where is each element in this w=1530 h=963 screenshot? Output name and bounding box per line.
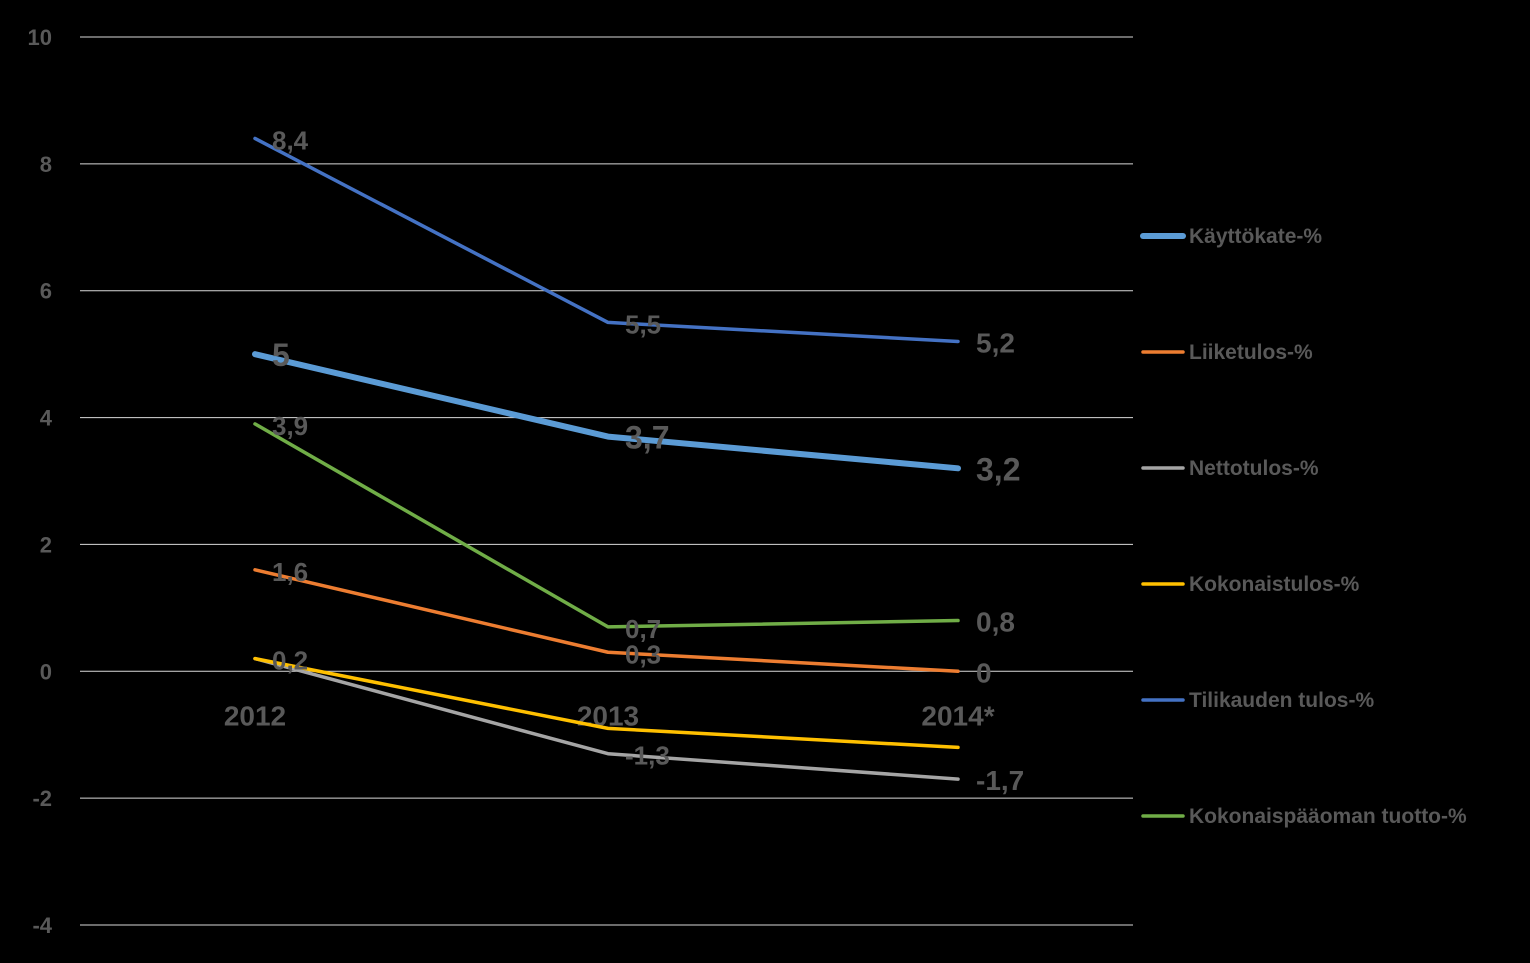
legend-label: Kokonaispääoman tuotto-% (1189, 805, 1467, 828)
data-label: 3,7 (625, 420, 669, 456)
y-tick-label: 6 (40, 279, 52, 304)
data-label: 5,5 (625, 309, 661, 339)
y-tick-label: 8 (40, 152, 52, 177)
y-axis-ticks: 10 8 6 4 2 0 -2 -4 (28, 25, 53, 938)
x-tick-label: 2012 (224, 700, 286, 731)
legend-label: Nettotulos-% (1189, 457, 1319, 480)
data-label: 8,4 (272, 125, 309, 155)
legend-label: Käyttökate-% (1189, 225, 1322, 248)
data-label: 0,7 (625, 614, 661, 644)
legend-label: Kokonaistulos-% (1189, 573, 1360, 596)
data-label: 0,2 (272, 646, 308, 676)
y-tick-label: 0 (40, 659, 52, 684)
legend: Käyttökate-% Liiketulos-% Nettotulos-% Koko… (1140, 225, 1467, 828)
y-tick-label: 4 (40, 406, 53, 431)
data-label: 0 (976, 657, 992, 688)
x-tick-label: 2013 (577, 700, 639, 731)
data-label: 0,3 (625, 639, 661, 669)
series-line (253, 136, 960, 344)
legend-label: Liiketulos-% (1189, 341, 1313, 364)
data-label: -1,7 (976, 765, 1024, 796)
x-tick-label: 2014* (921, 700, 994, 731)
gridlines (80, 36, 1133, 926)
series-line (253, 568, 960, 674)
data-labels: 5 3,7 3,2 1,6 0,3 0 -1,3 -1,7 0,2 8,4 5,5 5,2 3,9 0,7… (272, 125, 1024, 796)
series-lines (252, 136, 961, 781)
data-label: 0,8 (976, 607, 1015, 638)
series-line (252, 351, 961, 472)
y-tick-label: -4 (32, 913, 52, 938)
data-label: -1,3 (625, 741, 670, 771)
y-tick-label: -2 (32, 786, 52, 811)
data-label: 1,6 (272, 557, 308, 587)
data-label: 3,9 (272, 411, 308, 441)
series-line (253, 656, 960, 750)
series-line (253, 656, 960, 781)
data-label: 5 (272, 337, 290, 373)
y-tick-label: 10 (28, 25, 52, 50)
data-label: 3,2 (976, 451, 1020, 487)
data-label: 5,2 (976, 327, 1015, 358)
series-line (253, 422, 960, 629)
y-tick-label: 2 (40, 532, 52, 557)
legend-label: Tilikauden tulos-% (1189, 689, 1374, 712)
x-axis-ticks: 2012 2013 2014* (224, 700, 995, 731)
